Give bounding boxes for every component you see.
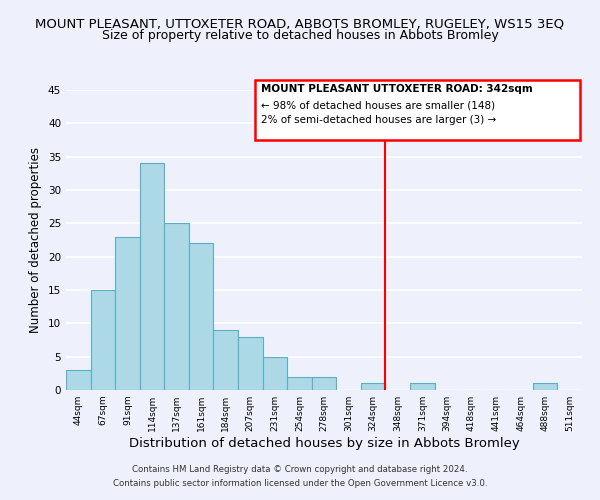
- Bar: [533, 384, 557, 390]
- Text: ← 98% of detached houses are smaller (148): ← 98% of detached houses are smaller (14…: [262, 100, 496, 110]
- Bar: [263, 356, 287, 390]
- Bar: [140, 164, 164, 390]
- Bar: [115, 236, 140, 390]
- X-axis label: Distribution of detached houses by size in Abbots Bromley: Distribution of detached houses by size …: [128, 437, 520, 450]
- Text: Contains HM Land Registry data © Crown copyright and database right 2024.
Contai: Contains HM Land Registry data © Crown c…: [113, 466, 487, 487]
- Bar: [214, 330, 238, 390]
- Bar: [287, 376, 312, 390]
- Bar: [91, 290, 115, 390]
- Text: MOUNT PLEASANT UTTOXETER ROAD: 342sqm: MOUNT PLEASANT UTTOXETER ROAD: 342sqm: [262, 84, 533, 94]
- Bar: [312, 376, 336, 390]
- Bar: [255, 80, 580, 140]
- Text: Size of property relative to detached houses in Abbots Bromley: Size of property relative to detached ho…: [101, 29, 499, 42]
- Bar: [238, 336, 263, 390]
- Text: 2% of semi-detached houses are larger (3) →: 2% of semi-detached houses are larger (3…: [262, 114, 497, 124]
- Bar: [189, 244, 214, 390]
- Bar: [66, 370, 91, 390]
- Bar: [410, 384, 434, 390]
- Bar: [361, 384, 385, 390]
- Bar: [164, 224, 189, 390]
- Text: MOUNT PLEASANT, UTTOXETER ROAD, ABBOTS BROMLEY, RUGELEY, WS15 3EQ: MOUNT PLEASANT, UTTOXETER ROAD, ABBOTS B…: [35, 18, 565, 30]
- Y-axis label: Number of detached properties: Number of detached properties: [29, 147, 43, 333]
